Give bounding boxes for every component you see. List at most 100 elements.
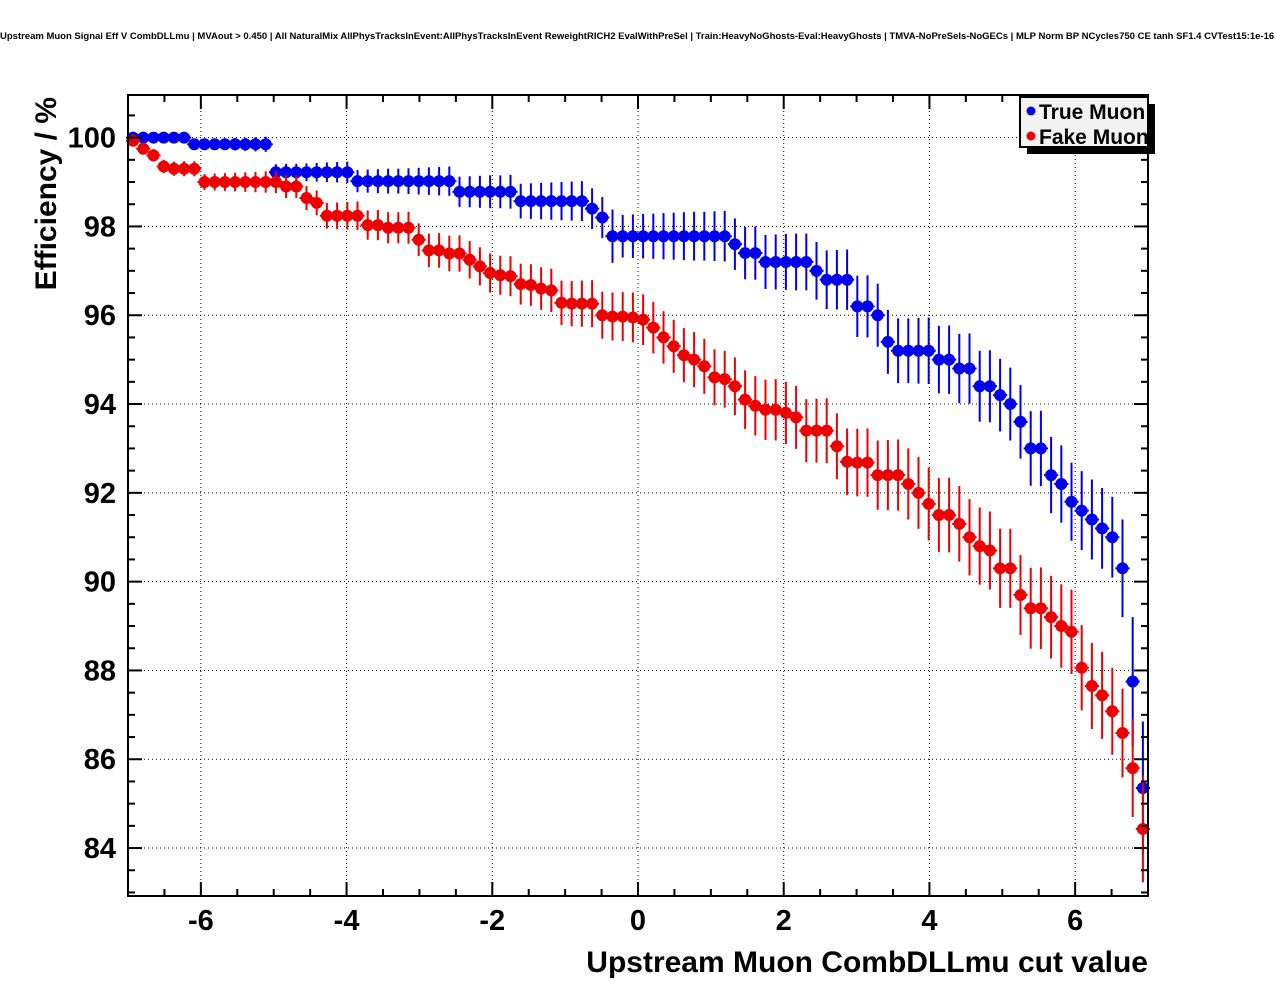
data-point [861,300,874,313]
data-point [453,247,466,260]
data-point [1126,675,1139,688]
data-point [178,131,191,144]
y-tick-label: 86 [84,744,116,776]
data-point [535,282,548,295]
data-point [596,309,609,322]
data-point [371,219,384,232]
legend-label-true-muon: True Muon [1039,101,1145,124]
y-tick-label: 96 [84,300,116,332]
data-point [626,311,639,324]
plot-title: Upstream Muon Signal Eff V CombDLLmu | M… [0,31,1276,42]
data-point [596,211,609,224]
legend-label-fake-muon: Fake Muon [1039,126,1149,149]
data-point [953,517,966,530]
data-point [871,309,884,322]
y-tick-label: 84 [84,833,116,865]
data-point [484,267,497,280]
data-point [1106,705,1119,718]
data-point [647,321,660,334]
data-point [504,185,517,198]
data-point [657,331,670,344]
y-axis-title: Efficiency / % [30,97,63,290]
data-point [300,192,313,205]
data-point [718,230,731,243]
data-point [1065,495,1078,508]
data-point [728,238,741,251]
data-point [545,284,558,297]
data-point [718,373,731,386]
data-point [994,389,1007,402]
data-point [922,344,935,357]
series-true-muon [126,131,1150,855]
y-tick-label: 94 [84,389,116,421]
data-point [861,456,874,469]
data-point [708,371,721,384]
data-point [922,497,935,510]
data-point [800,255,813,268]
x-tick-label: -6 [188,905,214,937]
y-tick-label: 92 [84,478,116,510]
data-point [637,313,650,326]
data-point [943,353,956,366]
data-point [1085,679,1098,692]
data-point [1126,762,1139,775]
data-point [1116,727,1129,740]
data-point [1075,661,1088,674]
data-point [688,353,701,366]
data-point [841,273,854,286]
data-point [810,264,823,277]
y-tick-label: 98 [84,211,116,243]
data-point [1116,562,1129,575]
data-point [983,380,996,393]
data-point [1014,588,1027,601]
data-point [830,440,843,453]
data-point [586,297,599,310]
x-tick-label: 4 [921,905,937,937]
x-tick-label: -4 [334,905,360,937]
data-point [1045,611,1058,624]
data-point [1075,504,1088,517]
y-tick-labels: 84 86 88 90 92 94 96 98 100 [68,123,116,865]
data-point [443,175,456,188]
x-tick-label: -2 [479,905,505,937]
data-point [983,544,996,557]
data-point [739,393,752,406]
data-point [341,166,354,179]
data-point [943,509,956,522]
data-point [881,335,894,348]
data-point [402,221,415,234]
data-point [259,138,272,151]
y-tick-label: 100 [68,123,116,155]
data-point [575,195,588,208]
data-point [1004,562,1017,575]
data-point [790,411,803,424]
x-axis-title: Upstream Muon CombDLLmu cut value [586,946,1148,979]
legend-marker-true-muon [1026,106,1036,116]
data-point [137,142,150,155]
data-point [290,180,303,193]
series-fake-muon [126,134,1150,883]
data-point [188,162,201,175]
x-tick-labels: -6 -4 -2 0 2 4 6 [188,905,1083,937]
data-point [912,486,925,499]
x-tick-label: 2 [776,905,792,937]
data-point [973,540,986,553]
x-tick-label: 6 [1067,905,1083,937]
data-point [147,149,160,162]
data-point [749,399,762,412]
data-point [1106,531,1119,544]
data-point [157,160,170,173]
data-point [963,531,976,544]
data-point [728,380,741,393]
legend-marker-fake-muon [1026,131,1036,141]
data-point [586,202,599,215]
data-point [892,469,905,482]
data-point [749,247,762,260]
x-tick-label: 0 [630,905,646,937]
data-point [351,209,364,222]
data-point [1045,469,1058,482]
data-point [1085,513,1098,526]
data-point [698,360,711,373]
data-point [677,349,690,362]
